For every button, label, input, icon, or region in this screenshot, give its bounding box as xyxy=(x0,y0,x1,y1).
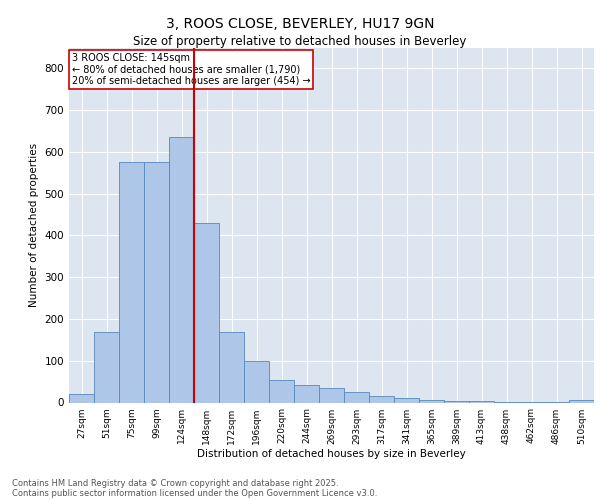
Bar xyxy=(194,223,219,402)
Bar xyxy=(119,162,144,402)
Bar xyxy=(69,394,94,402)
Bar xyxy=(244,360,269,403)
Bar xyxy=(419,400,444,402)
Bar xyxy=(569,400,594,402)
Text: 3 ROOS CLOSE: 145sqm
← 80% of detached houses are smaller (1,790)
20% of semi-de: 3 ROOS CLOSE: 145sqm ← 80% of detached h… xyxy=(71,53,310,86)
Bar xyxy=(344,392,369,402)
Bar xyxy=(169,138,194,402)
Bar xyxy=(144,162,169,402)
Bar xyxy=(394,398,419,402)
Bar xyxy=(369,396,394,402)
Text: Size of property relative to detached houses in Beverley: Size of property relative to detached ho… xyxy=(133,35,467,48)
Y-axis label: Number of detached properties: Number of detached properties xyxy=(29,143,39,307)
Bar xyxy=(94,332,119,402)
Bar xyxy=(444,401,469,402)
Bar xyxy=(469,401,494,402)
Bar xyxy=(294,385,319,402)
Text: Contains public sector information licensed under the Open Government Licence v3: Contains public sector information licen… xyxy=(12,488,377,498)
Bar xyxy=(319,388,344,402)
X-axis label: Distribution of detached houses by size in Beverley: Distribution of detached houses by size … xyxy=(197,450,466,460)
Bar xyxy=(219,332,244,402)
Text: 3, ROOS CLOSE, BEVERLEY, HU17 9GN: 3, ROOS CLOSE, BEVERLEY, HU17 9GN xyxy=(166,18,434,32)
Text: Contains HM Land Registry data © Crown copyright and database right 2025.: Contains HM Land Registry data © Crown c… xyxy=(12,478,338,488)
Bar xyxy=(269,380,294,402)
